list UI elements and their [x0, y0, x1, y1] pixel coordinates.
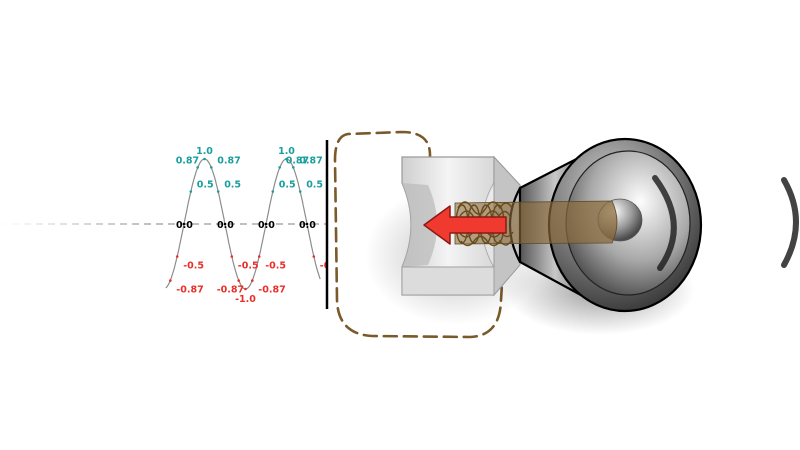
magnet-focus-outline — [333, 130, 505, 339]
wave-point — [312, 255, 316, 258]
sound-wave-arc-icon — [781, 177, 799, 268]
wave-point — [223, 222, 227, 226]
wave-point — [203, 157, 206, 161]
wave-point — [189, 190, 193, 193]
left-arrow-icon — [423, 205, 507, 245]
wave-value-label: 0.0 — [258, 220, 275, 231]
wave-point — [271, 190, 275, 193]
wave-value-label: 0.87 — [176, 155, 199, 166]
wave-value-label: -0.87 — [217, 285, 244, 296]
wave-value-label: 1.0 — [278, 146, 295, 157]
wave-point — [292, 166, 295, 169]
wave-value-label: 0.87 — [286, 155, 309, 166]
wave-value-label: -0.87 — [258, 285, 285, 296]
wave-point — [216, 190, 220, 193]
wave-value-label: -0.87 — [176, 285, 203, 296]
wave-point — [169, 279, 172, 282]
wave-value-label: 0.0 — [217, 220, 234, 231]
left-fade-overlay — [0, 138, 200, 313]
wave-value-label: -0.5 — [238, 261, 259, 272]
waveform-panel: -0.5-0.870.00.50.871.00.870.50.0-0.5-0.8… — [0, 138, 341, 313]
wave-value-label: -0.5 — [183, 261, 204, 272]
wave-point — [251, 279, 254, 282]
wave-value-label: -0.5 — [320, 261, 341, 272]
wave-value-labels: -0.5-0.870.00.50.871.00.870.50.0-0.5-0.8… — [169, 146, 341, 305]
wave-value-label: 0.5 — [224, 180, 241, 191]
wave-value-label: -1.0 — [235, 294, 256, 305]
wave-point — [230, 255, 234, 258]
loudspeaker-icon — [547, 137, 703, 313]
wave-point — [210, 166, 213, 169]
wave-value-label: -0.5 — [265, 261, 286, 272]
wave-point — [278, 166, 282, 169]
wave-point — [237, 279, 240, 282]
wave-point — [264, 222, 268, 226]
wave-value-label: 0.0 — [176, 220, 193, 231]
wave-value-label: 0.87 — [217, 155, 240, 166]
wave-value-label: 0.0 — [299, 220, 316, 231]
wave-point — [175, 255, 179, 258]
wave-point — [285, 157, 288, 161]
wave-value-label: 0.5 — [306, 180, 323, 191]
wave-point — [196, 166, 199, 169]
wave-point — [305, 222, 309, 226]
wave-point — [244, 287, 247, 291]
wave-value-label: 0.5 — [279, 180, 296, 191]
wave-value-label: 0.5 — [197, 180, 214, 191]
waveform-plot: -0.5-0.870.00.50.871.00.870.50.0-0.5-0.8… — [0, 146, 341, 305]
wave-value-label: 1.0 — [196, 146, 213, 157]
wave-point — [298, 190, 302, 193]
wave-point — [257, 255, 261, 258]
wave-value-label: 0.87 — [299, 155, 322, 166]
